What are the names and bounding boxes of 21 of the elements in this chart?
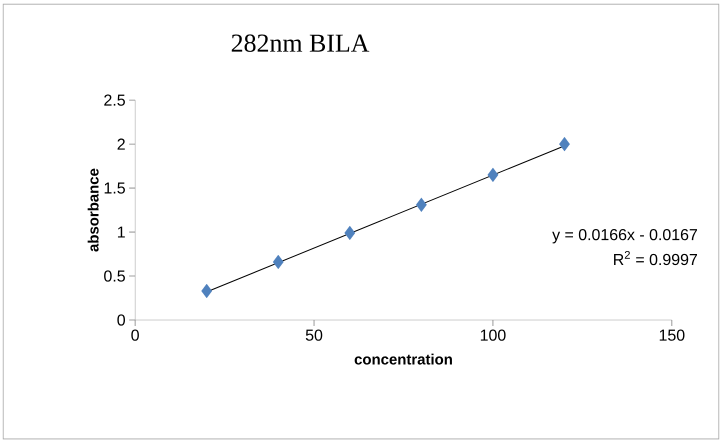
x-axis-title: concentration xyxy=(354,354,452,365)
point xyxy=(559,136,570,152)
y-tick-label: 0.5 xyxy=(104,270,125,282)
x-tick-label: 0 xyxy=(131,329,139,341)
point xyxy=(488,168,498,182)
x-tick-label: 50 xyxy=(306,329,322,341)
y-tick-label: 2 xyxy=(118,138,125,150)
y-axis-title: absorbance xyxy=(88,168,99,252)
x-tick-label: 150 xyxy=(660,329,684,341)
point xyxy=(272,254,284,270)
x-tick-label: 100 xyxy=(480,329,506,341)
point xyxy=(201,284,212,298)
y-tick-label: 2.5 xyxy=(104,94,125,106)
y-tick-label: 0 xyxy=(117,314,125,326)
point xyxy=(344,226,356,240)
y-tick-label: 1 xyxy=(118,226,125,238)
chart-title: 282nm BILA xyxy=(232,34,370,52)
annotation: y = 0.0166x - 0.0167 xyxy=(552,228,698,244)
y-tick-label: 1.5 xyxy=(104,182,125,194)
point xyxy=(416,198,427,212)
annotation: R$^{2}$ = 0.9997 xyxy=(614,250,698,266)
